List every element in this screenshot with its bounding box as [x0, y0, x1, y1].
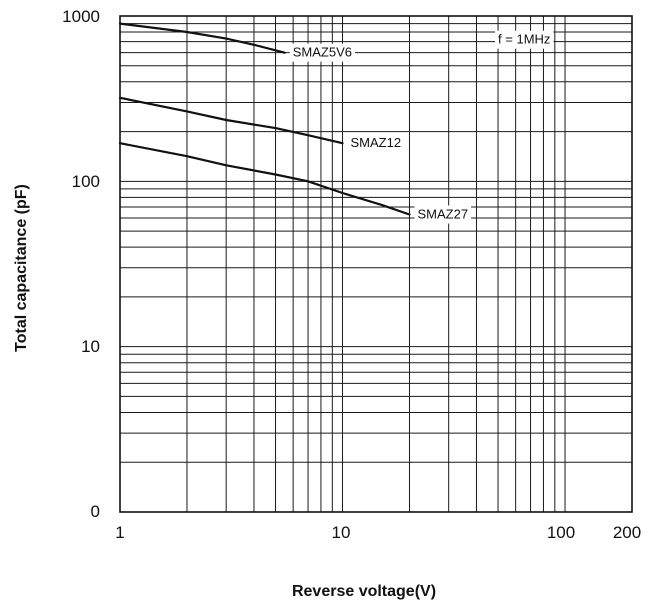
y-axis-title: Total capacitance (pF) — [13, 184, 30, 352]
frequency-note: f = 1MHz — [498, 32, 550, 47]
series-label: SMAZ27 — [417, 207, 468, 222]
y-tick-label: 10 — [81, 337, 100, 356]
x-tick-label: 10 — [332, 523, 351, 542]
x-tick-label: 100 — [547, 523, 575, 542]
y-tick-label: 1000 — [62, 7, 100, 26]
grid — [120, 16, 632, 512]
series-label-background — [414, 205, 472, 224]
frequency-note-background — [495, 30, 554, 49]
series-line — [118, 142, 411, 216]
series-label: SMAZ12 — [351, 135, 402, 150]
series-line — [118, 22, 286, 54]
x-tick-label: 200 — [613, 523, 641, 542]
curves — [118, 22, 411, 216]
x-tick-label: 1 — [115, 523, 124, 542]
plot-frame — [119, 15, 633, 513]
y-tick-label: 100 — [72, 172, 100, 191]
series-line — [118, 96, 344, 145]
series-label-background — [289, 43, 355, 62]
y-tick-label: 0 — [91, 502, 100, 521]
series-labels: SMAZ5V6 SMAZ12 SMAZ27 f = 1MHz — [289, 30, 554, 224]
x-tick-labels: 1 10 100 200 — [115, 523, 641, 542]
series-label: SMAZ5V6 — [293, 45, 352, 60]
y-tick-labels: 1000 100 10 0 — [62, 7, 100, 521]
x-axis-title: Reverse voltage(V) — [292, 583, 436, 600]
series-label-background — [347, 134, 405, 153]
